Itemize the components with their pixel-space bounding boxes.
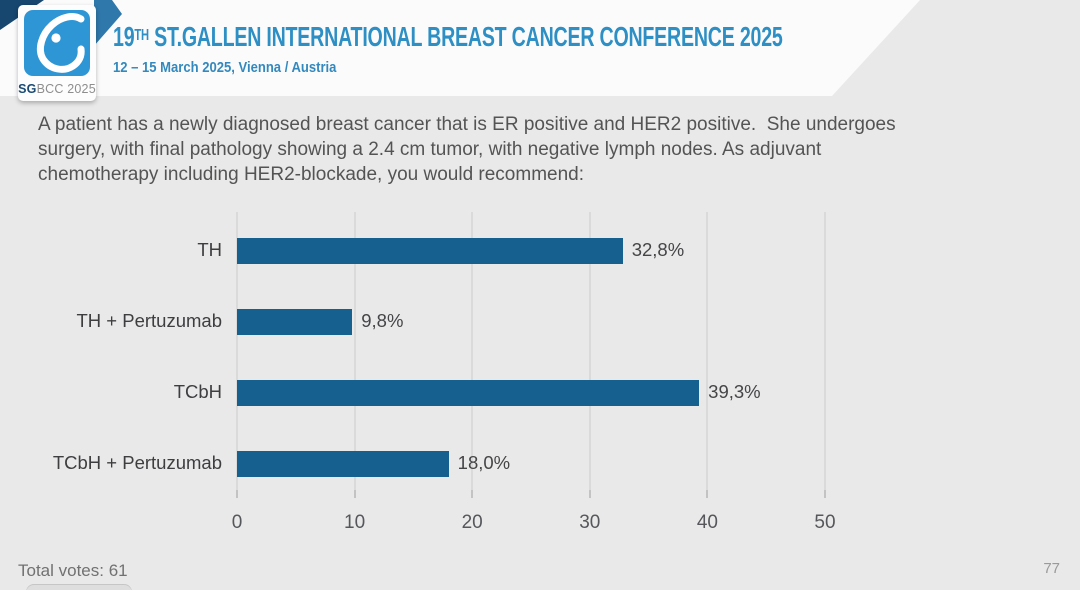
axis-tick-mark — [353, 490, 356, 498]
axis-tick-mark — [588, 490, 591, 498]
logo-caption-rest: BCC 2025 — [36, 82, 96, 96]
title-text: ST.GALLEN INTERNATIONAL BREAST CANCER CO… — [148, 21, 783, 52]
title-superscript: TH — [134, 27, 149, 44]
axis-tick-mark — [236, 490, 238, 498]
header-band — [0, 0, 920, 96]
bar-value-label: 32,8% — [631, 238, 685, 260]
grid-line — [824, 212, 826, 490]
conference-subtitle: 12 – 15 March 2025, Vienna / Austria — [113, 60, 337, 76]
votes-pill-shape — [26, 584, 132, 590]
bar — [237, 237, 623, 264]
bar-value-label: 39,3% — [708, 381, 761, 403]
x-axis-tick-label: 10 — [344, 512, 366, 533]
sgbcc-logo-icon — [24, 10, 90, 76]
x-axis-tick-label: 30 — [579, 512, 601, 533]
question-line-1: A patient has a newly diagnosed breast c… — [38, 114, 896, 135]
bar — [237, 451, 449, 478]
question-line-3: chemotherapy including HER2-blockade, yo… — [38, 164, 585, 185]
x-axis-tick-label: 40 — [696, 512, 718, 533]
x-axis-tick-label: 20 — [461, 512, 483, 533]
bar-category-label: TCbH — [173, 381, 222, 403]
bar-category-label: TCbH + Pertuzumab — [52, 452, 222, 474]
conference-title-wrap: 19TH ST.GALLEN INTERNATIONAL BREAST CANC… — [113, 21, 783, 53]
bar-value-label: 18,0% — [457, 452, 511, 474]
bar — [237, 308, 353, 335]
logo-caption-sg: SG — [18, 82, 37, 96]
title-number: 19 — [113, 21, 135, 52]
axis-tick-mark — [471, 490, 474, 498]
grid-line — [471, 212, 474, 490]
grid-line — [236, 212, 238, 490]
breast-ribbon-icon — [36, 13, 85, 73]
bar-category-label: TH + Pertuzumab — [76, 309, 223, 331]
sgbcc-logo: SGBCC 2025 — [18, 5, 96, 101]
bar-category-label: TH — [197, 238, 222, 260]
axis-tick-mark — [824, 490, 826, 498]
question-line-2: surgery, with final pathology showing a … — [38, 139, 822, 160]
question-text: A patient has a newly diagnosed breast c… — [38, 112, 1048, 187]
grid-line — [353, 212, 356, 490]
logo-caption: SGBCC 2025 — [18, 82, 96, 96]
x-axis-tick-label: 0 — [231, 512, 243, 533]
page-number: 77 — [1043, 560, 1060, 577]
grid-line — [588, 212, 591, 490]
grid-line — [706, 212, 709, 490]
bar — [237, 380, 700, 407]
conference-title: 19TH ST.GALLEN INTERNATIONAL BREAST CANC… — [113, 21, 783, 52]
axis-tick-mark — [706, 490, 709, 498]
conference-subtitle-wrap: 12 – 15 March 2025, Vienna / Austria — [113, 59, 336, 77]
total-votes-label: Total votes: 61 — [18, 561, 128, 580]
bar-value-label: 9,8% — [361, 309, 404, 331]
x-axis-tick-label: 50 — [814, 512, 836, 533]
